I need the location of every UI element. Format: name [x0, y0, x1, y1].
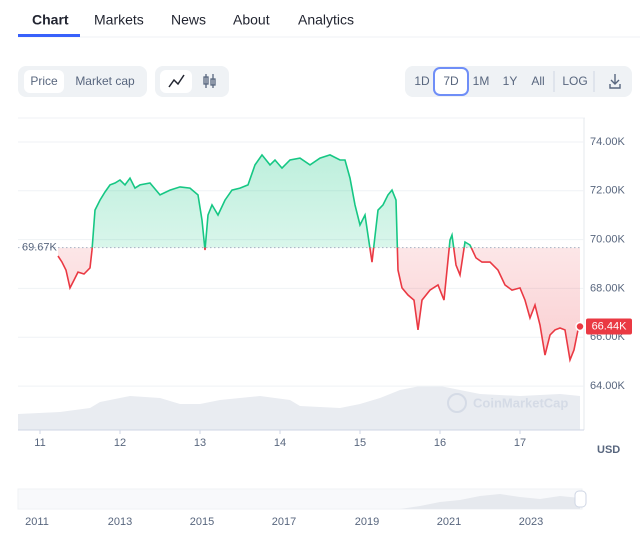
- mode-button[interactable]: Price: [30, 74, 58, 88]
- tab[interactable]: Analytics: [298, 12, 354, 28]
- download-button[interactable]: [609, 74, 621, 89]
- navigator-label: 2013: [108, 516, 132, 528]
- mode-selected: [24, 70, 64, 93]
- price-line-up: [91, 153, 473, 248]
- navigator-label: 2011: [25, 516, 49, 528]
- current-price-label: 66.44K: [592, 320, 628, 332]
- volume-area: [18, 386, 580, 430]
- x-tick-label: 17: [514, 437, 526, 449]
- x-tick-label: 13: [194, 437, 206, 449]
- navigator-label: 2021: [437, 516, 461, 528]
- watermark-logo: [447, 393, 467, 413]
- y-tick-label: 68.00K: [590, 282, 626, 294]
- navigator-label: 2015: [190, 516, 214, 528]
- baseline-label: 69.67K: [22, 242, 58, 254]
- tab[interactable]: Chart: [32, 12, 69, 28]
- watermark: CoinMarketCap: [473, 395, 568, 410]
- current-point: [575, 321, 585, 332]
- y-tick-label: 74.00K: [590, 136, 626, 148]
- range-button[interactable]: 1M: [473, 74, 490, 88]
- tab[interactable]: News: [171, 12, 206, 28]
- area-up: [58, 154, 580, 248]
- navigator-label: 2019: [355, 516, 379, 528]
- x-tick-label: 14: [274, 437, 286, 449]
- price-line-down: [57, 247, 581, 363]
- y-tick-label: 64.00K: [590, 380, 626, 392]
- y-tick-label: 70.00K: [590, 234, 626, 246]
- plot: [18, 141, 584, 434]
- x-tick-label: 11: [34, 437, 45, 449]
- area-down: [58, 247, 580, 360]
- tab[interactable]: About: [233, 12, 270, 28]
- current-price-tag: [586, 318, 632, 335]
- active-tab-underline: [18, 34, 80, 37]
- range-selected: [433, 67, 469, 96]
- y-tick-label: 72.00K: [590, 185, 626, 197]
- x-tick-label: 15: [354, 437, 366, 449]
- tab-bar: Chart Markets News About Analytics: [18, 12, 640, 38]
- range-button[interactable]: All: [531, 74, 544, 88]
- line-icon: [168, 74, 185, 88]
- scale-button[interactable]: LOG: [562, 74, 587, 88]
- navigator-label: 2023: [519, 516, 543, 528]
- navigator-label: 2017: [272, 516, 296, 528]
- range-button[interactable]: 1Y: [503, 74, 518, 88]
- tab[interactable]: Markets: [94, 12, 144, 28]
- x-tick-label: 12: [114, 437, 126, 449]
- candle-style-button[interactable]: [203, 74, 216, 88]
- navigator-area: [400, 494, 580, 509]
- x-tick-label: 16: [434, 437, 446, 449]
- range-button[interactable]: 1D: [414, 74, 430, 88]
- currency-label: USD: [597, 444, 620, 456]
- mode-button[interactable]: Market cap: [75, 74, 135, 88]
- navigator-handle[interactable]: [574, 490, 587, 508]
- range-button[interactable]: 7D: [443, 74, 459, 88]
